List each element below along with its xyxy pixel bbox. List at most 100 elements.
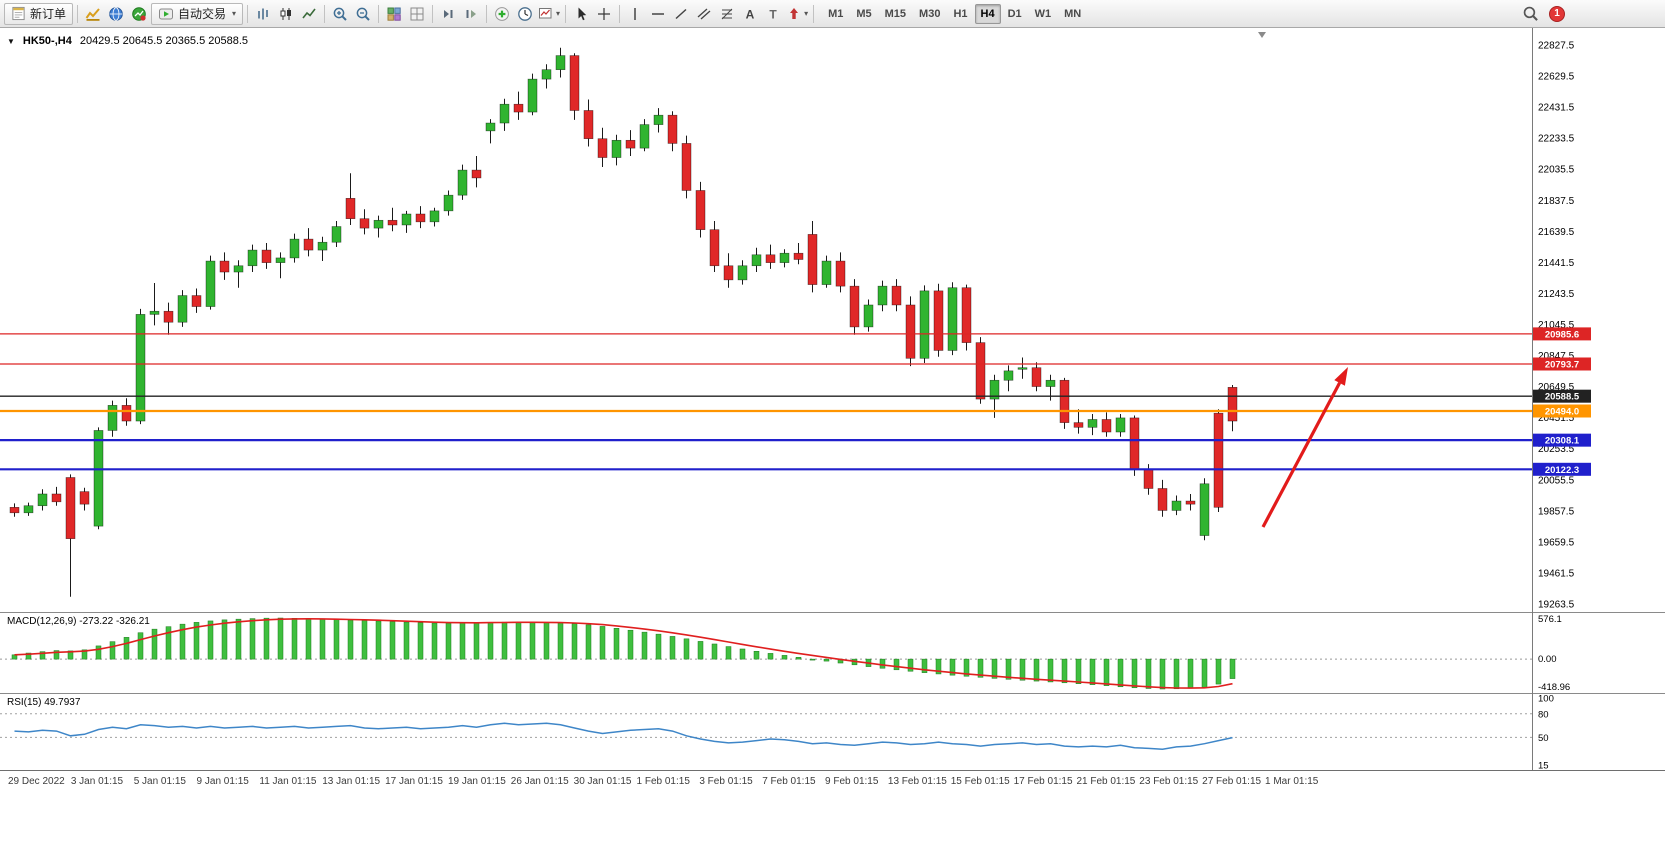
separator — [247, 4, 249, 23]
svg-text:50: 50 — [1538, 733, 1549, 744]
clock-icon — [518, 6, 532, 21]
svg-text:21045.5: 21045.5 — [1538, 320, 1575, 331]
separator — [324, 4, 326, 23]
crosshair-button[interactable] — [593, 3, 615, 25]
price-chart[interactable]: 22827.5 22629.5 22431.5 22233.5 22035.5 21837… — [0, 28, 1665, 612]
vertical-line-button[interactable] — [624, 3, 646, 25]
market-watch-button[interactable] — [82, 3, 104, 25]
chart-header: ▼ HK50-,H4 20429.5 20645.5 20365.5 20588… — [7, 35, 248, 47]
time-label: 3 Jan 01:15 — [70, 776, 124, 787]
timeframe-H4[interactable]: H4 — [974, 3, 1001, 24]
timeframe-M5[interactable]: M5 — [856, 7, 872, 20]
indicators-icon — [495, 6, 509, 21]
time-axis[interactable]: 29 Dec 2022 3 Jan 01:15 5 Jan 01:15 9 Jan 0… — [0, 770, 1665, 792]
toolbar-right: 1 — [1522, 5, 1565, 22]
zoom-out-button[interactable] — [352, 3, 374, 25]
periodicity-button[interactable] — [514, 3, 536, 25]
macd-label: MACD(12,26,9) -273.22 -326.21 — [7, 616, 150, 627]
timeframe-D1[interactable]: D1 — [1007, 7, 1022, 20]
svg-text:0.00: 0.00 — [1538, 654, 1557, 665]
navigator-icon — [132, 6, 146, 21]
channel-button[interactable] — [693, 3, 715, 25]
svg-text:20985.6: 20985.6 — [1545, 329, 1579, 340]
new-order-button[interactable]: 新订单 — [4, 2, 74, 25]
chevron-down-icon: ▾ — [556, 9, 561, 18]
bar-chart-button[interactable] — [252, 3, 274, 25]
arrange-windows-button[interactable] — [406, 3, 428, 25]
time-label: 13 Jan 01:15 — [322, 776, 381, 787]
svg-text:A: A — [746, 7, 755, 21]
fibonacci-button[interactable] — [716, 3, 738, 25]
time-label: 15 Feb 01:15 — [950, 776, 1010, 787]
timeframe-M15[interactable]: M15 — [884, 7, 907, 20]
time-label: 27 Feb 01:15 — [1202, 776, 1262, 787]
time-label: 1 Mar 01:15 — [1265, 776, 1319, 787]
indicators-button[interactable] — [491, 3, 513, 25]
chevron-down-icon: ▾ — [232, 9, 237, 18]
svg-text:22629.5: 22629.5 — [1538, 72, 1575, 83]
svg-text:20588.5: 20588.5 — [1545, 392, 1580, 403]
arrows-tool-button[interactable]: ▾ — [785, 3, 809, 25]
arrow-shape-icon — [790, 7, 799, 19]
zoom-in-button[interactable] — [329, 3, 351, 25]
vertical-line-icon — [634, 7, 636, 20]
timeframe-W1[interactable]: W1 — [1034, 7, 1052, 20]
svg-text:22233.5: 22233.5 — [1538, 134, 1575, 145]
svg-text:21441.5: 21441.5 — [1538, 258, 1575, 269]
timeframe-M1[interactable]: M1 — [828, 7, 844, 20]
time-label: 3 Feb 01:15 — [699, 776, 753, 787]
trendline-icon — [675, 8, 687, 19]
rsi-chart[interactable]: 100 80 50 15 — [0, 693, 1665, 770]
main-chart-panel: 22827.5 22629.5 22431.5 22233.5 22035.5 21837… — [0, 28, 1665, 612]
svg-text:21639.5: 21639.5 — [1538, 227, 1575, 238]
navigator-button[interactable] — [128, 3, 150, 25]
text-tool-icon: A — [746, 7, 755, 21]
label-tool-button[interactable]: T — [762, 3, 784, 25]
svg-text:20451.5: 20451.5 — [1538, 413, 1575, 424]
chart-shift-end-button[interactable] — [437, 3, 459, 25]
horizontal-line-icon — [652, 12, 665, 15]
chart-shift-button[interactable] — [460, 3, 482, 25]
svg-text:15: 15 — [1538, 761, 1549, 771]
tile-windows-button[interactable] — [383, 3, 405, 25]
svg-text:T: T — [769, 7, 777, 21]
timeframe-MN[interactable]: MN — [1064, 7, 1082, 20]
time-label: 26 Jan 01:15 — [510, 776, 569, 787]
separator — [77, 4, 79, 23]
time-label: 19 Jan 01:15 — [447, 776, 506, 787]
data-window-icon — [109, 6, 123, 21]
time-label: 11 Jan 01:15 — [259, 776, 317, 787]
svg-text:100: 100 — [1538, 694, 1554, 705]
timeframe-M30[interactable]: M30 — [919, 7, 941, 20]
svg-text:20494.0: 20494.0 — [1545, 407, 1579, 418]
trendline-button[interactable] — [670, 3, 692, 25]
time-label: 1 Feb 01:15 — [636, 776, 690, 787]
macd-chart[interactable]: 576.1 0.00 -418.96 — [0, 612, 1665, 693]
svg-text:19659.5: 19659.5 — [1538, 537, 1575, 548]
data-window-button[interactable] — [105, 3, 127, 25]
timeframe-H1[interactable]: H1 — [953, 7, 968, 20]
tile-windows-icon — [387, 7, 401, 21]
separator — [619, 4, 621, 23]
auto-trading-button[interactable]: 自动交易 ▾ — [151, 2, 244, 25]
text-tool-button[interactable]: A — [739, 3, 761, 25]
cursor-icon — [578, 7, 587, 20]
svg-text:19263.5: 19263.5 — [1538, 600, 1575, 611]
ohlc-readout: 20429.5 20645.5 20365.5 20588.5 — [79, 35, 249, 47]
label-tool-icon: T — [769, 7, 777, 21]
zoom-in-icon — [333, 7, 347, 21]
templates-button[interactable]: ▾ — [537, 3, 561, 25]
chart-collapse-icon[interactable]: ▼ — [7, 36, 15, 46]
cursor-button[interactable] — [570, 3, 592, 25]
arrange-windows-icon — [410, 7, 424, 20]
line-chart-button[interactable] — [298, 3, 320, 25]
svg-text:20055.5: 20055.5 — [1538, 475, 1575, 486]
svg-text:19461.5: 19461.5 — [1538, 568, 1575, 579]
templates-icon — [539, 7, 552, 18]
svg-text:20649.5: 20649.5 — [1538, 382, 1575, 393]
svg-text:19857.5: 19857.5 — [1538, 506, 1575, 517]
horizontal-line-button[interactable] — [647, 3, 669, 25]
candlestick-chart-button[interactable] — [275, 3, 297, 25]
search-icon[interactable] — [1522, 5, 1539, 22]
notification-badge[interactable]: 1 — [1549, 5, 1565, 22]
